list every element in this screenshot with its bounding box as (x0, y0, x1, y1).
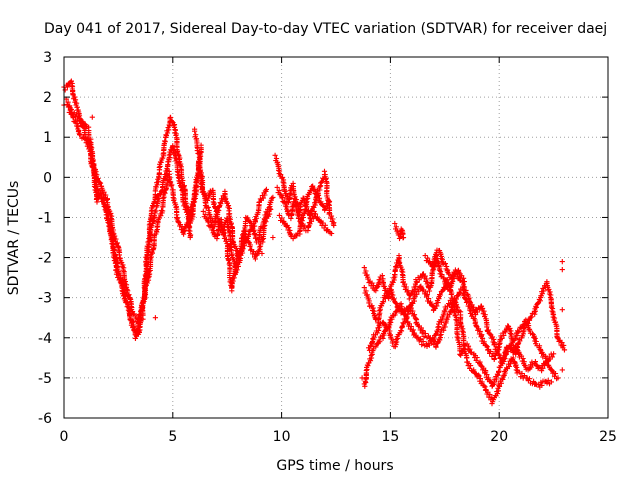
y-tick-label: -2 (38, 251, 52, 267)
y-axis-tick-labels: -6 -5 -4 -3 -2 -1 0 1 2 3 (38, 50, 52, 427)
x-tick-label: 10 (273, 429, 291, 445)
chart-title: Day 041 of 2017, Sidereal Day-to-day VTE… (44, 21, 607, 37)
y-tick-label: 2 (43, 90, 52, 106)
y-tick-label: 1 (43, 130, 52, 146)
x-tick-label: 20 (490, 429, 508, 445)
x-tick-label: 0 (60, 429, 69, 445)
x-tick-label: 5 (168, 429, 177, 445)
y-tick-label: 3 (43, 50, 52, 66)
y-tick-label: -5 (38, 371, 52, 387)
x-tick-label: 25 (599, 429, 617, 445)
y-tick-label: -6 (38, 411, 52, 427)
x-axis-tick-labels: 0 5 10 15 20 25 (60, 429, 617, 445)
y-tick-label: -1 (38, 210, 52, 226)
x-axis-label: GPS time / hours (276, 458, 393, 474)
plot-frame (63, 56, 609, 419)
y-tick-label: 0 (43, 170, 52, 186)
x-tick-label: 15 (381, 429, 399, 445)
grid-lines (64, 57, 608, 418)
axis-ticks (63, 56, 609, 419)
y-axis-label: SDTVAR / TECUs (6, 181, 22, 296)
y-tick-label: -3 (38, 291, 52, 307)
y-tick-label: -4 (38, 331, 52, 347)
